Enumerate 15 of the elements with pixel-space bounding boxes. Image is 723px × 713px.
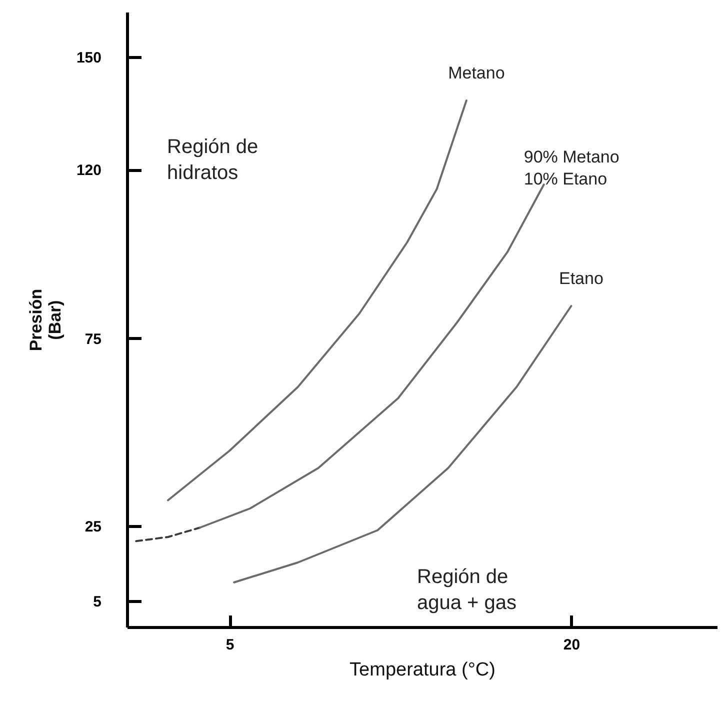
series-label: 90% Metano 10% Etano	[524, 148, 620, 188]
series-label: Etano	[558, 269, 604, 288]
x-axis-title: Temperatura (°C)	[350, 660, 496, 680]
y-tick-label: 75	[84, 330, 102, 348]
annotation: Región de hidratos	[167, 136, 258, 184]
y-tick-label: 25	[84, 518, 102, 536]
annotation: Región de agua + gas	[417, 566, 517, 614]
y-tick-label: 150	[76, 50, 102, 66]
x-tick-label: 20	[563, 636, 580, 654]
line-series	[198, 184, 545, 529]
series-label: Metano	[448, 64, 505, 82]
y-tick-label: 120	[76, 162, 102, 179]
y-axis-title: Presión (Bar)	[26, 288, 64, 352]
y-tick-label: 5	[93, 593, 102, 610]
line-series	[167, 100, 468, 502]
